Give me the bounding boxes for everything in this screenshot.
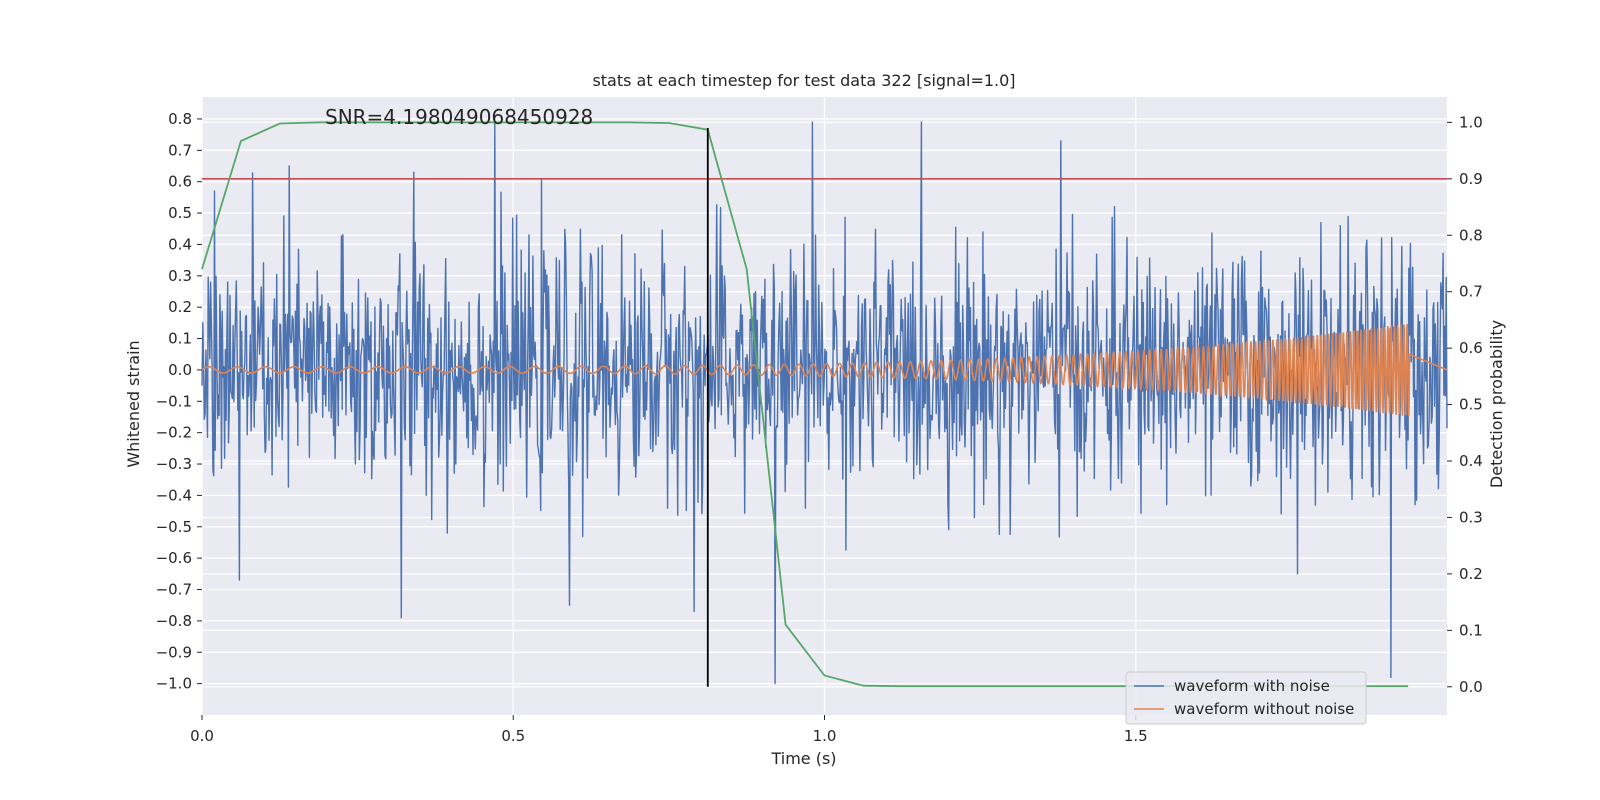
y-left-tick-label: −0.8 (156, 612, 192, 630)
y-left-tick-label: −0.6 (156, 549, 192, 567)
legend-box (1125, 671, 1367, 725)
y-left-tick-label: 0.8 (168, 110, 192, 128)
y-right-tick-label: 0.2 (1459, 565, 1483, 583)
y-left-tick-label: −1.0 (156, 675, 192, 693)
y-left-tick-label: 0.0 (168, 361, 192, 379)
legend-label-clean: waveform without noise (1174, 700, 1354, 718)
left-y-axis-label: Whitened strain (124, 340, 143, 467)
y-left-tick-label: 0.4 (168, 235, 192, 253)
y-right-tick-label: 0.6 (1459, 339, 1483, 357)
snr-annotation: SNR=4.198049068450928 (325, 105, 593, 129)
y-right-tick-label: 1.0 (1459, 113, 1483, 131)
legend: waveform with noise waveform without noi… (1125, 671, 1367, 725)
x-tick-label: 1.5 (1124, 727, 1148, 745)
y-right-tick-label: 0.9 (1459, 170, 1483, 188)
y-right-tick-label: 0.1 (1459, 621, 1483, 639)
right-y-axis-label: Detection probability (1487, 320, 1506, 488)
y-left-tick-label: 0.6 (168, 173, 192, 191)
y-left-tick-label: −0.2 (156, 424, 192, 442)
y-right-tick-label: 0.5 (1459, 396, 1483, 414)
y-left-tick-label: 0.2 (168, 298, 192, 316)
y-left-tick-label: 0.5 (168, 204, 192, 222)
y-right-tick-label: 0.8 (1459, 226, 1483, 244)
x-tick-label: 0.5 (501, 727, 525, 745)
y-left-tick-label: −0.5 (156, 518, 192, 536)
y-left-tick-label: 0.3 (168, 267, 192, 285)
y-left-tick-label: −0.7 (156, 581, 192, 599)
series-waveform-without-noise (201, 323, 1448, 417)
y-left-tick-label: 0.1 (168, 330, 192, 348)
y-right-tick-label: 0.0 (1459, 678, 1483, 696)
x-axis-ticks: 0.0 0.5 1.0 1.5 (190, 715, 1148, 745)
right-y-axis-ticks: 1.0 0.9 0.8 0.7 0.6 0.5 0.4 0.3 0.2 0.1 0.0 (1447, 113, 1483, 696)
y-right-tick-label: 0.3 (1459, 508, 1483, 526)
y-right-tick-label: 0.4 (1459, 452, 1483, 470)
y-left-tick-label: −0.4 (156, 486, 192, 504)
legend-label-noise: waveform with noise (1174, 677, 1330, 695)
x-tick-label: 0.0 (190, 727, 214, 745)
y-left-tick-label: −0.1 (156, 392, 192, 410)
x-axis-label: Time (s) (770, 749, 836, 768)
chart-title: stats at each timestep for test data 322… (592, 71, 1015, 90)
y-left-tick-label: −0.3 (156, 455, 192, 473)
left-y-axis-ticks: 0.8 0.7 0.6 0.5 0.4 0.3 0.2 0.1 0.0 −0.1 −0.2 −0.3 −… (156, 110, 202, 693)
x-tick-label: 1.0 (813, 727, 837, 745)
y-right-tick-label: 0.7 (1459, 283, 1483, 301)
y-left-tick-label: 0.7 (168, 141, 192, 159)
y-left-tick-label: −0.9 (156, 643, 192, 661)
